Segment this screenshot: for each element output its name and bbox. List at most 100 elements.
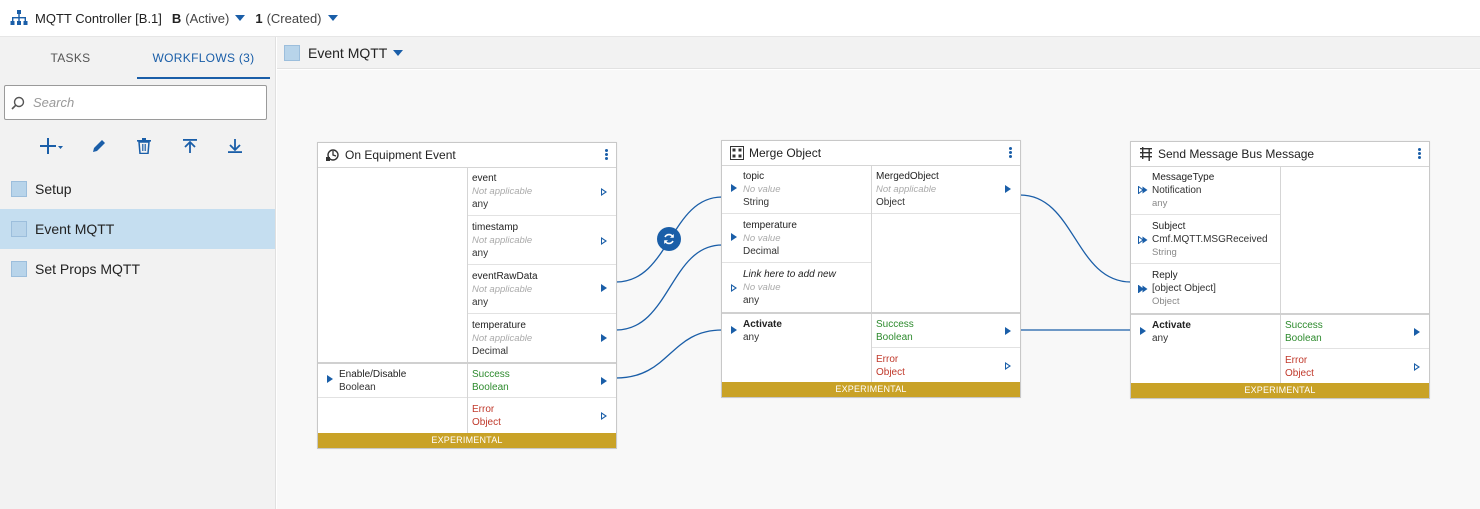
input-port-temperature[interactable]: temperature No value Decimal <box>722 215 871 263</box>
output-port-error[interactable]: Error Object <box>1281 350 1429 384</box>
left-panel: TASKS WORKFLOWS (3) <box>0 37 276 509</box>
bound-input-icon <box>1138 236 1148 244</box>
input-port-enable-disable[interactable]: Enable/Disable Boolean <box>318 364 467 398</box>
workflow-label: Setup <box>35 181 72 197</box>
delete-icon <box>137 138 152 154</box>
port-type: any <box>472 199 489 210</box>
port-name: Reply <box>1152 270 1178 281</box>
message-bus-icon <box>1140 147 1152 161</box>
input-port-topic[interactable]: topic No value String <box>722 166 871 214</box>
output-port-event[interactable]: event Not applicable any <box>468 168 616 216</box>
input-arrow-icon <box>1140 327 1146 335</box>
port-value: No value <box>743 233 781 244</box>
input-port-activate[interactable]: Activate any <box>722 314 871 348</box>
output-column: MergedObject Not applicable Object <box>872 166 1020 312</box>
workflow-item-event-mqtt[interactable]: Event MQTT <box>0 209 275 249</box>
move-bottom-button[interactable] <box>225 134 247 158</box>
search-input[interactable] <box>33 95 233 110</box>
edit-button[interactable] <box>88 134 110 158</box>
port-name: Success <box>1285 320 1323 331</box>
workflow-label: Set Props MQTT <box>35 261 141 277</box>
port-type: Object <box>1285 368 1314 379</box>
controller-title: MQTT Controller [B.1] <box>35 10 162 26</box>
node-send-message-bus-message[interactable]: Send Message Bus Message MessageType Not… <box>1130 141 1430 399</box>
input-port-add-new[interactable]: Link here to add new No value any <box>722 264 871 312</box>
equipment-event-icon <box>326 149 339 161</box>
workflow-square-icon <box>11 181 27 197</box>
merge-icon <box>730 146 744 160</box>
output-arrow-icon <box>601 412 607 420</box>
port-type: Object <box>1152 296 1180 307</box>
hierarchy-icon <box>10 10 28 25</box>
port-name: Activate <box>743 319 782 330</box>
port-name: event <box>472 173 497 184</box>
port-name: temperature <box>743 220 797 231</box>
experimental-banner: EXPERIMENTAL <box>1131 383 1429 398</box>
port-type: String <box>1152 247 1177 258</box>
input-arrow-icon <box>731 326 737 334</box>
output-port-error[interactable]: Error Object <box>872 349 1020 383</box>
port-name: Error <box>1285 355 1308 366</box>
input-port-subject[interactable]: Subject Cmf.MQTT.MSGReceived String <box>1131 216 1280 264</box>
node-title: Send Message Bus Message <box>1158 147 1315 161</box>
output-port-success[interactable]: Success Boolean <box>872 314 1020 348</box>
move-top-button[interactable] <box>179 134 201 158</box>
edit-icon <box>92 140 105 152</box>
move-bottom-icon <box>228 139 243 153</box>
node-menu-icon[interactable] <box>605 149 608 161</box>
tab-workflows[interactable]: WORKFLOWS (3) <box>137 37 270 79</box>
node-header: Send Message Bus Message <box>1131 142 1429 167</box>
delete-button[interactable] <box>134 134 156 158</box>
port-name: timestamp <box>472 222 519 233</box>
workflow-square-icon <box>11 221 27 237</box>
output-port-mergedobject[interactable]: MergedObject Not applicable Object <box>872 166 1020 214</box>
experimental-banner: EXPERIMENTAL <box>318 433 616 448</box>
branch-state: (Active) <box>185 10 230 26</box>
input-port-activate[interactable]: Activate any <box>1131 315 1280 349</box>
move-top-icon <box>182 139 197 153</box>
result-column: Success Boolean Error Object <box>468 364 616 433</box>
port-type: Object <box>876 197 905 208</box>
output-port-error[interactable]: Error Object <box>468 399 616 433</box>
input-port-messagetype[interactable]: MessageType Notification any <box>1131 167 1280 215</box>
port-value: No value <box>743 282 781 293</box>
sync-icon[interactable] <box>657 227 681 251</box>
output-arrow-icon <box>1005 327 1011 335</box>
output-port-eventrawdata[interactable]: eventRawData Not applicable any <box>468 266 616 314</box>
output-arrow-icon <box>601 377 607 385</box>
node-merge-object[interactable]: Merge Object topic No value String tempe… <box>721 140 1021 398</box>
node-menu-icon[interactable] <box>1009 147 1012 159</box>
workflow-item-set-props-mqtt[interactable]: Set Props MQTT <box>0 249 275 289</box>
workflow-dropdown-icon[interactable] <box>393 49 404 56</box>
input-port-reply[interactable]: Reply [object Object] Object <box>1131 265 1280 313</box>
port-type: any <box>1152 333 1169 344</box>
divider <box>1131 313 1429 315</box>
output-arrow-icon <box>1414 328 1420 336</box>
port-name: Enable/Disable <box>339 369 407 380</box>
branch-dropdown-icon[interactable] <box>235 15 246 21</box>
port-value: Cmf.MQTT.MSGReceived <box>1152 234 1268 245</box>
port-name: Activate <box>1152 320 1191 331</box>
add-button[interactable] <box>40 134 64 158</box>
bound-input-icon <box>1138 186 1148 194</box>
port-name: Error <box>472 404 495 415</box>
port-value: Not applicable <box>472 186 533 197</box>
output-port-success[interactable]: Success Boolean <box>468 364 616 398</box>
node-menu-icon[interactable] <box>1418 148 1421 160</box>
output-arrow-icon <box>601 188 607 196</box>
version-dropdown-icon[interactable] <box>327 15 338 21</box>
tab-tasks[interactable]: TASKS <box>50 51 91 65</box>
workflow-item-setup[interactable]: Setup <box>0 169 275 209</box>
port-type: Boolean <box>1285 333 1322 344</box>
output-port-success[interactable]: Success Boolean <box>1281 315 1429 349</box>
input-arrow-icon <box>327 375 333 383</box>
output-port-timestamp[interactable]: timestamp Not applicable any <box>468 217 616 265</box>
port-name: topic <box>743 171 765 182</box>
port-value: Notification <box>1152 185 1202 196</box>
output-port-temperature[interactable]: temperature Not applicable Decimal <box>468 315 616 363</box>
workflow-square-icon <box>11 261 27 277</box>
input-arrow-icon <box>731 284 737 292</box>
panel-tabs: TASKS WORKFLOWS (3) <box>4 37 270 79</box>
search-box <box>4 85 267 120</box>
node-on-equipment-event[interactable]: On Equipment Event event Not applicable … <box>317 142 617 449</box>
